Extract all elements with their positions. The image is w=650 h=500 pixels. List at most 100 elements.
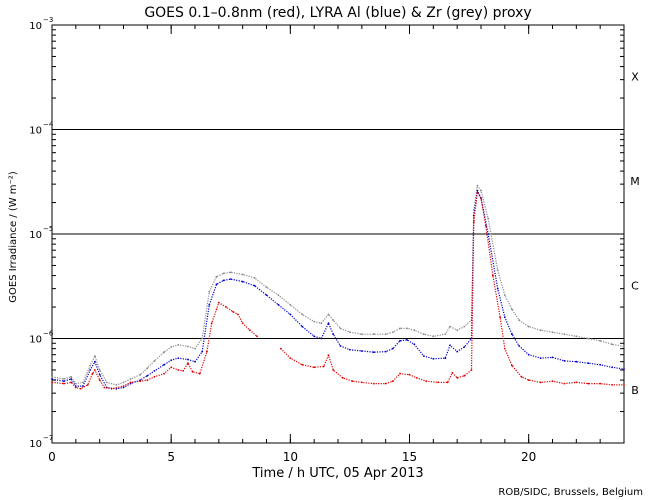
- data-point: [63, 378, 65, 380]
- data-point: [86, 384, 89, 386]
- data-point: [229, 278, 232, 280]
- data-point: [422, 333, 425, 336]
- data-point: [187, 345, 189, 348]
- data-point: [289, 313, 292, 316]
- data-point: [384, 382, 387, 385]
- y-tick-exponent: −6: [43, 330, 54, 338]
- data-point: [51, 378, 53, 380]
- data-point: [89, 364, 91, 367]
- data-point: [611, 343, 613, 346]
- data-point: [496, 287, 499, 290]
- data-point: [341, 377, 344, 379]
- data-point: [339, 327, 342, 330]
- series-lyra-zr: [51, 184, 625, 386]
- data-point: [449, 344, 451, 347]
- data-point: [74, 386, 77, 389]
- data-point: [539, 357, 542, 359]
- data-point: [222, 272, 225, 275]
- data-point: [518, 319, 520, 321]
- data-point: [122, 381, 125, 384]
- data-point: [391, 347, 394, 350]
- data-point: [301, 313, 304, 316]
- data-point: [539, 381, 542, 384]
- series-goes-0-1-0-8nm: [51, 191, 625, 390]
- data-point: [503, 347, 506, 350]
- data-point: [129, 378, 132, 380]
- series-line: [280, 191, 624, 386]
- data-point: [170, 366, 173, 369]
- series-line: [51, 185, 625, 386]
- data-point: [210, 322, 213, 325]
- data-point: [599, 363, 602, 366]
- y-tick-label: 10: [29, 126, 42, 137]
- data-point: [51, 375, 53, 378]
- data-point: [360, 350, 363, 352]
- data-point: [82, 385, 84, 387]
- data-point: [476, 191, 479, 194]
- data-point: [599, 339, 602, 342]
- data-point: [408, 373, 411, 376]
- data-point: [225, 306, 227, 308]
- data-point: [332, 333, 335, 336]
- data-point: [349, 348, 351, 351]
- y-axis-label: GOES Irradiance / (W m⁻²): [8, 171, 19, 303]
- data-point: [456, 377, 459, 379]
- data-point: [51, 381, 53, 384]
- data-point: [122, 386, 125, 389]
- data-point: [444, 357, 447, 359]
- data-point: [391, 380, 394, 383]
- data-point: [129, 381, 132, 384]
- flare-class-label: X: [631, 71, 639, 84]
- data-point: [163, 363, 165, 366]
- data-point: [153, 375, 156, 378]
- y-tick-label: 10: [29, 335, 42, 346]
- data-point: [277, 303, 280, 306]
- data-point: [194, 347, 196, 350]
- data-point: [187, 362, 189, 365]
- data-point: [437, 381, 439, 384]
- data-point: [446, 381, 449, 384]
- data-point: [332, 369, 335, 371]
- data-point: [527, 353, 530, 356]
- data-point: [253, 277, 256, 279]
- data-point: [499, 316, 501, 319]
- data-point: [79, 387, 82, 390]
- data-point: [163, 372, 165, 375]
- data-point: [70, 381, 72, 384]
- data-point: [432, 357, 435, 360]
- data-point: [480, 189, 482, 192]
- data-point: [103, 386, 106, 389]
- data-point: [94, 355, 96, 357]
- data-point: [232, 310, 235, 313]
- credit-text: ROB/SIDC, Brussels, Belgium: [498, 487, 643, 498]
- data-point: [327, 322, 330, 325]
- data-point: [527, 379, 530, 381]
- x-tick-label: 0: [48, 450, 56, 464]
- data-point: [63, 380, 65, 383]
- data-point: [94, 369, 96, 371]
- data-point: [551, 380, 554, 383]
- data-point: [191, 370, 194, 373]
- data-point: [187, 358, 189, 361]
- data-point: [201, 350, 204, 353]
- data-point: [320, 337, 323, 340]
- data-point: [74, 382, 77, 385]
- data-point: [587, 382, 590, 385]
- data-point: [279, 347, 282, 350]
- data-point: [163, 351, 165, 354]
- data-point: [301, 363, 304, 366]
- data-point: [98, 373, 101, 376]
- data-point: [623, 368, 625, 370]
- data-point: [480, 197, 482, 200]
- data-point: [587, 337, 590, 340]
- data-point: [476, 184, 479, 187]
- data-point: [492, 274, 494, 277]
- data-point: [527, 325, 530, 328]
- data-point: [94, 360, 96, 363]
- data-point: [139, 373, 142, 376]
- data-point: [206, 350, 208, 353]
- data-point: [194, 360, 196, 363]
